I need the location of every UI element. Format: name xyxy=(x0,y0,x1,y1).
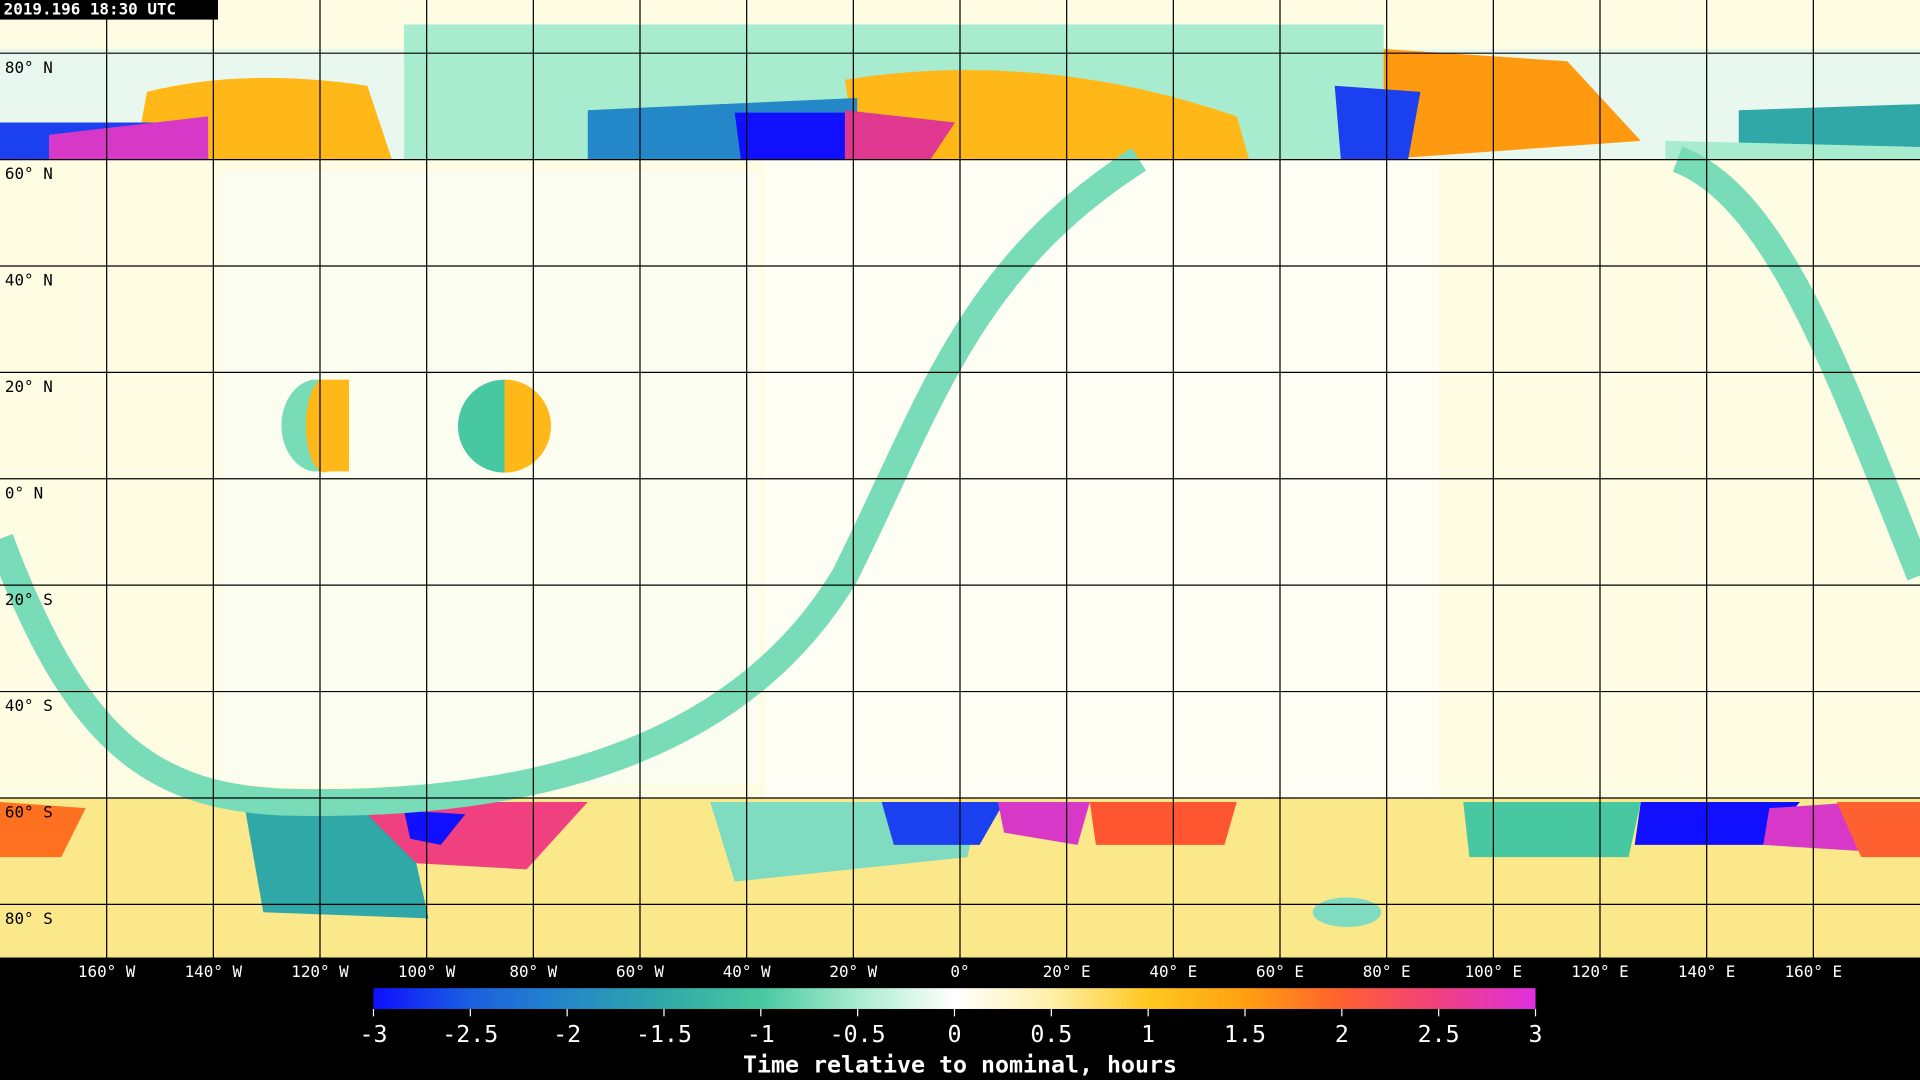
lat-label: 60° S xyxy=(5,803,53,822)
colorbar-tick-label: -3 xyxy=(359,1021,387,1048)
colorbar-tick-label: 2.5 xyxy=(1418,1021,1460,1048)
timestamp-box xyxy=(0,0,218,20)
lat-label: 40° S xyxy=(5,696,53,715)
colorbar-tick-label: 3 xyxy=(1529,1021,1543,1048)
lon-label: 40° W xyxy=(723,962,771,981)
colorbar xyxy=(373,988,1536,1009)
colorbar-tick-label: 2 xyxy=(1335,1021,1349,1048)
colorbar-title: Time relative to nominal, hours xyxy=(743,1052,1177,1079)
lon-label: 60° E xyxy=(1256,962,1304,981)
lat-label: 60° N xyxy=(5,164,53,183)
timestamp: 2019.196 18:30 UTC xyxy=(4,0,176,19)
footer-band xyxy=(0,957,1920,1080)
colorbar-tick-label: -2 xyxy=(553,1021,581,1048)
colorbar-tick-label: -1.5 xyxy=(636,1021,692,1048)
colorbar-tick-label: 0.5 xyxy=(1030,1021,1072,1048)
lon-label: 60° W xyxy=(616,962,664,981)
lon-label: 80° W xyxy=(509,962,557,981)
lat-label: 80° N xyxy=(5,58,53,77)
lon-label: 100° W xyxy=(398,962,456,981)
lon-label: 40° E xyxy=(1149,962,1197,981)
colorbar-tick-label: -0.5 xyxy=(830,1021,886,1048)
lat-label: 40° N xyxy=(5,271,53,290)
colorbar-tick-label: 0 xyxy=(947,1021,961,1048)
lat-label: 80° S xyxy=(5,909,53,928)
lat-label: 20° S xyxy=(5,590,53,609)
lon-label: 80° E xyxy=(1363,962,1411,981)
colorbar-tick-label: -1 xyxy=(747,1021,775,1048)
colorbar-tick-label: 1.5 xyxy=(1224,1021,1266,1048)
lon-label: 120° W xyxy=(291,962,349,981)
lat-label: 20° N xyxy=(5,377,53,396)
lon-label: 20° E xyxy=(1043,962,1091,981)
lon-label: 140° W xyxy=(185,962,243,981)
colorbar-tick-label: 1 xyxy=(1141,1021,1155,1048)
lat-label: 0° N xyxy=(5,483,43,502)
lon-label: 120° E xyxy=(1571,962,1628,981)
lon-label: 160° E xyxy=(1785,962,1842,981)
colorbar-tick-label: -2.5 xyxy=(442,1021,498,1048)
lon-label: 20° W xyxy=(829,962,877,981)
lon-label: 0° xyxy=(950,962,969,981)
graticule xyxy=(0,0,1920,958)
lon-label: 140° E xyxy=(1678,962,1735,981)
lon-label: 100° E xyxy=(1465,962,1522,981)
lon-label: 160° W xyxy=(78,962,136,981)
